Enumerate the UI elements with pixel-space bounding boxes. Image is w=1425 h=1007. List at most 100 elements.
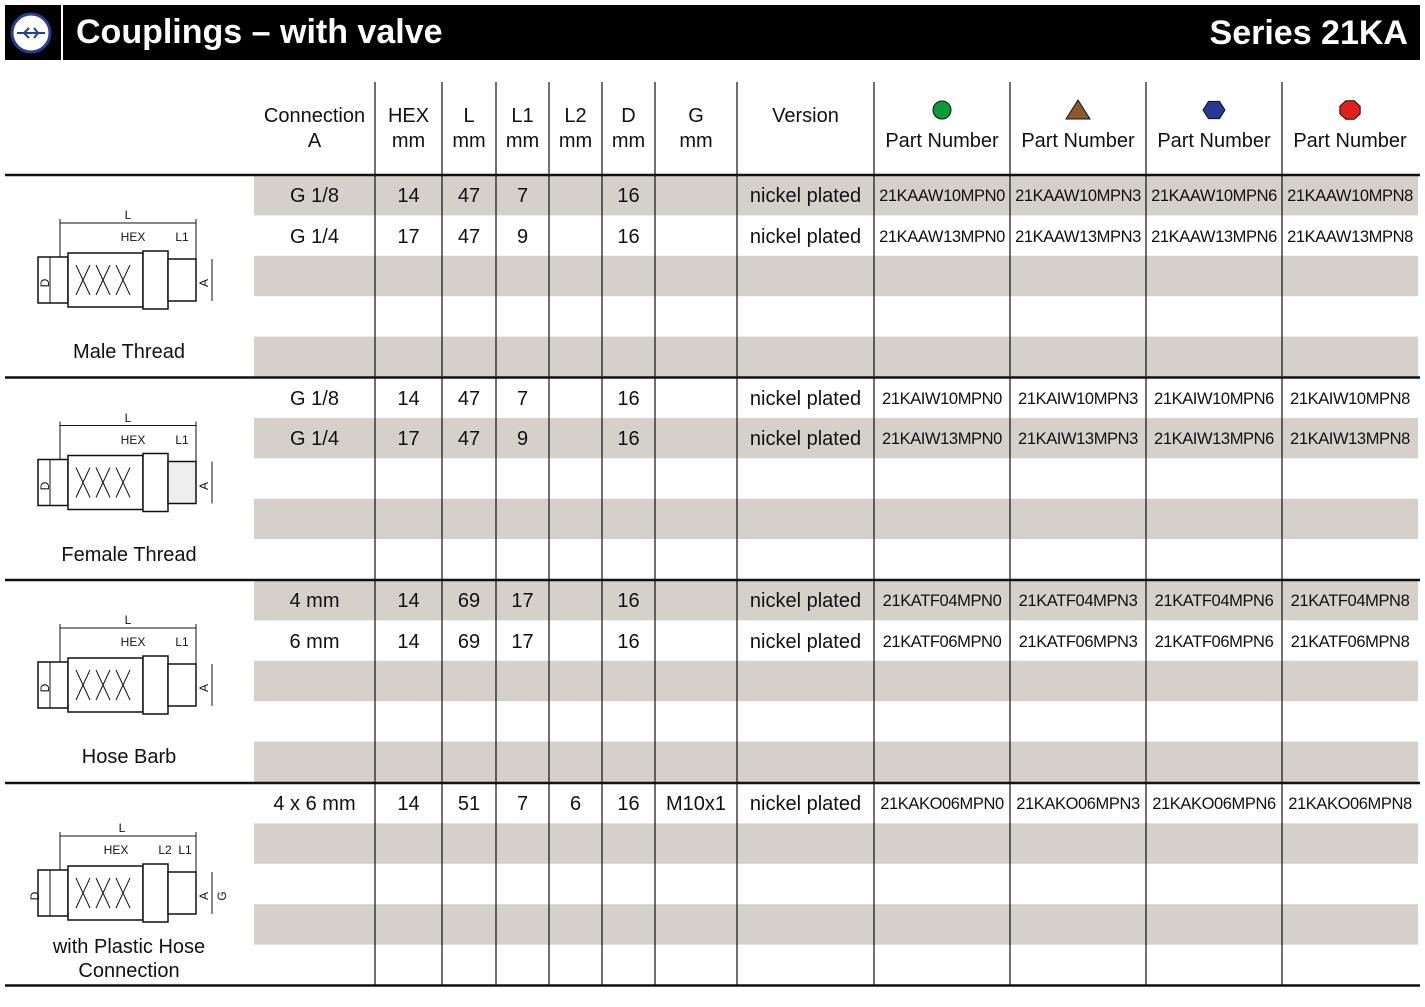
body [37, 661, 69, 709]
hex [142, 655, 169, 715]
drawing-label: D [38, 481, 52, 490]
hex [142, 452, 169, 513]
knurl [75, 877, 131, 909]
connector [167, 871, 197, 915]
column-header: Version [772, 105, 839, 127]
part-number: 21KATF04MPN0 [882, 591, 1002, 610]
cell: 51 [457, 793, 481, 816]
row-shade [254, 255, 1418, 297]
part-number: 21KAIW10MPN8 [1290, 389, 1410, 408]
part-number: 21KAAW10MPN8 [1287, 186, 1413, 205]
part-number: 21KATF04MPN3 [1018, 591, 1138, 610]
cell: 7 [516, 387, 529, 410]
drawing-label: L1 [178, 843, 192, 857]
connector [167, 460, 197, 505]
cell: nickel plated [749, 630, 862, 653]
part-number: 21KAIW10MPN3 [1018, 389, 1138, 408]
row-shade [254, 741, 1418, 782]
cell: 16 [617, 428, 640, 451]
part-number: 21KAIW13MPN6 [1154, 429, 1274, 448]
drawing-label: A [197, 683, 211, 693]
cell: 17 [511, 590, 534, 613]
row-shade [254, 175, 1418, 216]
hex [142, 250, 169, 310]
cell: 47 [457, 387, 481, 410]
row-shade [254, 417, 1418, 459]
column-header: Part Number [885, 130, 999, 152]
cell: 14 [397, 387, 420, 410]
cell: 16 [617, 185, 640, 208]
column-header: L [463, 105, 475, 127]
column-header: mm [679, 130, 713, 152]
cell: 16 [617, 387, 640, 410]
drawing-label: A [197, 481, 211, 490]
cell: nickel plated [749, 428, 862, 451]
drawing-label: HEX [103, 843, 129, 857]
drawing-label: A [197, 891, 211, 901]
knurl [75, 467, 131, 498]
drawing-label: HEX [120, 432, 146, 447]
column-header: Part Number [1293, 130, 1407, 152]
cell: nickel plated [749, 387, 862, 410]
cell: 69 [457, 590, 481, 613]
row-shade [254, 498, 1418, 540]
column-header: Part Number [1157, 130, 1271, 152]
legend-icon [1202, 100, 1226, 120]
legend-icon [1339, 100, 1361, 120]
group-name: Male Thread [73, 341, 185, 363]
part-number: 21KAAW13MPN6 [1151, 227, 1277, 246]
part-number: 21KAAW10MPN6 [1151, 186, 1277, 205]
column-header: mm [452, 130, 486, 152]
body [37, 256, 69, 304]
part-number: 21KAIW10MPN6 [1154, 389, 1274, 408]
cell: 9 [516, 428, 529, 451]
column-header: mm [611, 130, 646, 152]
cell: 47 [457, 185, 481, 208]
group-name: Hose Barb [81, 746, 177, 768]
part-number: 21KAKO06MPN3 [1016, 794, 1140, 813]
drawing-label: D [38, 683, 52, 693]
cell: G 1/8 [290, 387, 339, 410]
column-header: D [621, 105, 636, 127]
column-header: mm [505, 130, 540, 152]
cell: 6 [569, 793, 582, 816]
part-number: 21KAKO06MPN6 [1152, 794, 1276, 813]
icon-symbol [17, 27, 45, 39]
part-number: 21KATF04MPN6 [1154, 591, 1274, 610]
cell: 47 [457, 225, 481, 248]
cell: 16 [617, 630, 640, 653]
cell: 6 mm [289, 630, 340, 653]
part-number: 21KAKO06MPN8 [1288, 794, 1412, 813]
column-header: L2 [564, 105, 587, 127]
cell: nickel plated [749, 793, 862, 816]
drawing-label: HEX [120, 635, 146, 649]
cell: 14 [397, 630, 420, 653]
column-header: mm [558, 130, 593, 152]
cell: 69 [457, 630, 481, 653]
cell: 17 [397, 428, 420, 451]
cell: 16 [617, 793, 640, 816]
part-number: 21KATF06MPN8 [1290, 632, 1410, 651]
part-number: 21KATF06MPN3 [1018, 632, 1138, 651]
row-shade [254, 823, 1418, 864]
body [37, 458, 69, 507]
drawing-label: L [124, 208, 132, 222]
column-header: Connection [263, 105, 366, 127]
hex [142, 863, 169, 923]
body [37, 869, 69, 917]
drawing-label: L1 [175, 230, 189, 244]
column-header: HEX [387, 105, 430, 127]
part-number: 21KATF06MPN6 [1154, 632, 1274, 651]
part-number: 21KAIW10MPN0 [882, 389, 1002, 408]
cell: 17 [511, 630, 534, 653]
cell: G 1/4 [290, 225, 339, 248]
row-shade [254, 660, 1418, 702]
part-number: 21KAIW13MPN3 [1018, 429, 1138, 448]
cell: 16 [617, 590, 640, 613]
cell: G 1/8 [290, 185, 339, 208]
part-number: 21KAIW13MPN0 [882, 429, 1002, 448]
cell: G 1/4 [290, 428, 339, 451]
part-number: 21KAAW10MPN3 [1015, 186, 1141, 205]
drawing-label: HEX [120, 230, 146, 244]
